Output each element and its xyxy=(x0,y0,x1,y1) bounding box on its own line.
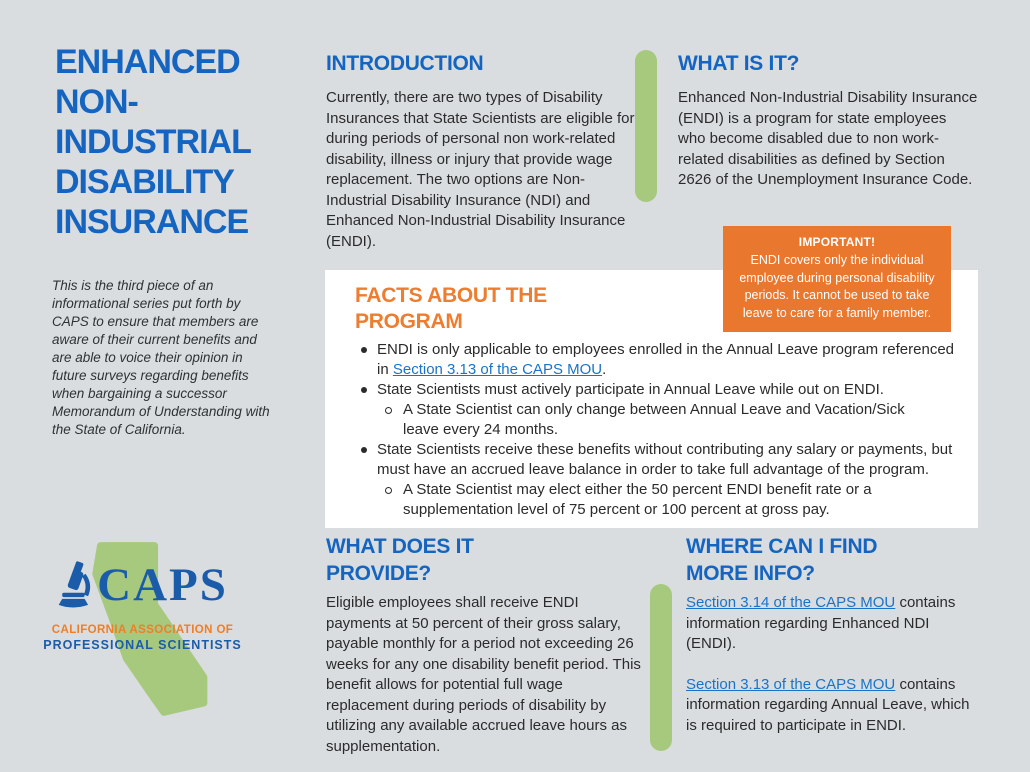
provide-body: Eligible employees shall receive ENDI pa… xyxy=(326,594,641,755)
introduction-body: Currently, there are two types of Disabi… xyxy=(326,89,635,250)
caps-logo-row: CAPS xyxy=(35,561,250,609)
caps-org-line2: PROFESSIONAL SCIENTISTS xyxy=(43,638,242,652)
fact-bullet-participate: State Scientists must actively participa… xyxy=(355,380,955,400)
california-shape xyxy=(92,542,208,716)
facts-heading: FACTS ABOUT THE PROGRAM xyxy=(355,284,547,333)
more-info-section: WHERE CAN I FIND MORE INFO? Section 3.14… xyxy=(686,533,978,736)
provide-heading: WHAT DOES IT PROVIDE? xyxy=(326,535,474,585)
important-callout: IMPORTANT! ENDI covers only the individu… xyxy=(723,226,951,332)
fact-bullet-no-contribution: State Scientists receive these benefits … xyxy=(355,440,955,480)
fact-bullet-annual-leave: ENDI is only applicable to employees enr… xyxy=(355,340,955,380)
green-accent-bar-top xyxy=(635,50,657,202)
fact-bullet-1-suffix: . xyxy=(602,361,607,378)
provide-section: WHAT DOES IT PROVIDE? Eligible employees… xyxy=(326,533,644,757)
page-title: ENHANCED NON- INDUSTRIAL DISABILITY INSU… xyxy=(55,43,252,241)
what-is-it-section: WHAT IS IT? Enhanced Non-Industrial Disa… xyxy=(678,50,978,191)
introduction-heading: INTRODUCTION xyxy=(326,52,484,75)
more-info-item-annual-leave-text: contains information regarding Annual Le… xyxy=(686,675,970,734)
fact-subbullet-benefit-rate: A State Scientist may elect either the 5… xyxy=(379,480,939,520)
mou-link-section-3-13-info[interactable]: Section 3.13 of the CAPS MOU xyxy=(686,675,896,693)
important-body: ENDI covers only the individual employee… xyxy=(739,253,935,320)
caps-logo: CAPS CALIFORNIA ASSOCIATION OF PROFESSIO… xyxy=(35,533,250,723)
facts-panel: FACTS ABOUT THE PROGRAM ENDI is only app… xyxy=(325,270,978,528)
green-accent-bar-bottom xyxy=(650,584,672,751)
mou-link-section-3-13[interactable]: Section 3.13 of the CAPS MOU xyxy=(392,361,603,378)
mou-link-section-3-14[interactable]: Section 3.14 of the CAPS MOU xyxy=(686,594,896,611)
what-is-it-body: Enhanced Non-Industrial Disability Insur… xyxy=(678,89,978,188)
more-info-heading: WHERE CAN I FIND MORE INFO? xyxy=(686,535,878,585)
more-info-item-endi-text: contains information regarding Enhanced … xyxy=(686,594,956,652)
microscope-icon xyxy=(58,561,91,608)
facts-list: ENDI is only applicable to employees enr… xyxy=(355,340,955,520)
more-info-item-annual-leave: Section 3.13 of the CAPS MOU contains in… xyxy=(686,675,978,737)
series-note: This is the third piece of an informatio… xyxy=(52,278,270,437)
fact-bullet-1-text: ENDI is only applicable to employees enr… xyxy=(377,341,955,378)
introduction-section: INTRODUCTION Currently, there are two ty… xyxy=(326,50,638,252)
caps-acronym: CAPS xyxy=(97,558,228,611)
what-is-it-heading: WHAT IS IT? xyxy=(678,52,800,75)
more-info-item-endi: Section 3.14 of the CAPS MOU contains in… xyxy=(686,593,978,655)
fact-subbullet-change-leave: A State Scientist can only change betwee… xyxy=(379,400,939,440)
caps-org-line1: CALIFORNIA ASSOCIATION OF xyxy=(51,624,234,636)
important-heading: IMPORTANT! xyxy=(798,235,876,249)
